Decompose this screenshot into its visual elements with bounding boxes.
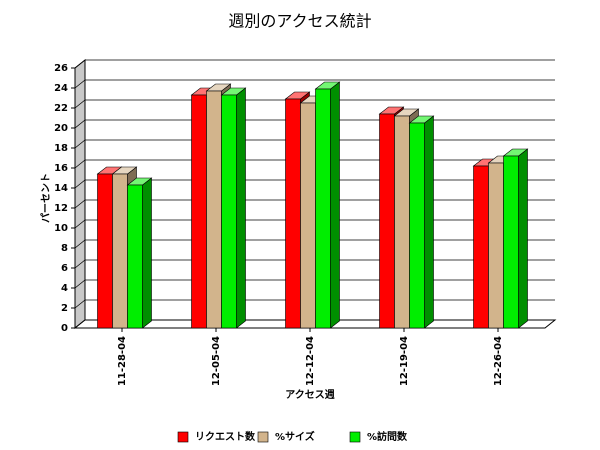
y-tick-label: 4 [61,283,68,294]
legend-label: %訪問数 [367,430,408,443]
bar-side [424,115,434,329]
y-tick-label: 14 [54,183,68,194]
bar-side [330,81,340,329]
x-tick-label: 11-28-04 [117,336,128,386]
grid-line [74,159,86,169]
bar [206,90,222,329]
left-wall [74,58,86,330]
grid-line [74,319,86,329]
bar [394,115,410,329]
y-tick-label: 0 [61,323,68,334]
y-tick-label: 16 [54,163,68,174]
grid-line [74,299,86,309]
bar-side [518,148,528,329]
y-tick-label: 10 [54,223,68,234]
x-tick-label: 12-12-04 [305,336,316,386]
bar [315,88,331,329]
y-tick-label: 22 [54,103,68,114]
bar [473,165,489,329]
bar [379,113,395,329]
grid-line [74,199,86,209]
legend-swatch [257,431,269,443]
legend-swatch [349,431,361,443]
grid-line [74,79,86,89]
y-tick-label: 8 [61,243,68,254]
y-tick-label: 24 [54,83,68,94]
grid-line [74,219,86,229]
grid-line [74,139,86,149]
bar [221,94,237,329]
y-tick-label: 20 [54,123,68,134]
y-tick-label: 2 [61,303,68,314]
bar [127,184,143,329]
grid-line [74,259,86,269]
grid-line [74,179,86,189]
bar [191,94,207,329]
bar [503,155,519,329]
bar [488,162,504,329]
bar [97,173,113,329]
grid-line [74,59,86,69]
y-tick-label: 12 [54,203,68,214]
bar-side [142,177,152,329]
x-axis-label: アクセス週 [285,389,335,401]
grid-line [74,279,86,289]
y-tick-label: 26 [54,63,68,74]
chart-title: 週別のアクセス統計 [228,12,371,31]
y-axis-label: パーセント [40,173,52,223]
grid-line [74,99,86,109]
legend-label: リクエスト数 [195,430,256,443]
x-tick-label: 12-19-04 [399,336,410,386]
y-tick-label: 6 [61,263,68,274]
bar [285,98,301,329]
grid-line [74,119,86,129]
legend-label: %サイズ [275,430,315,443]
bar-side [236,87,246,329]
bar [300,102,316,329]
x-tick-label: 12-26-04 [493,336,504,386]
x-tick-label: 12-05-04 [211,336,222,386]
legend-swatch [177,431,189,443]
grid-line [74,239,86,249]
bar [112,173,128,329]
bar [409,122,425,329]
y-tick-label: 18 [54,143,68,154]
